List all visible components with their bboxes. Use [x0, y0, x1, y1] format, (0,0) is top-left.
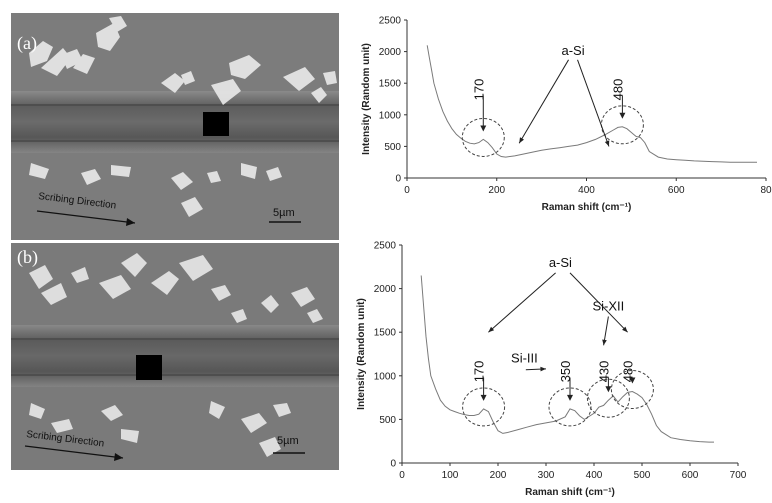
- peak-label-350: 350: [558, 361, 573, 383]
- pointer-arrowhead: [622, 326, 628, 333]
- x-tick-label: 200: [490, 470, 507, 481]
- peak-circle: [600, 105, 644, 145]
- x-tick-label: 400: [586, 470, 603, 481]
- peak-label-480: 480: [610, 79, 625, 101]
- annotation-si-iii: Si-III: [511, 351, 538, 366]
- peak-circle: [548, 387, 592, 427]
- sem-image-a-drawing: [11, 13, 339, 240]
- x-tick-label: 400: [578, 185, 595, 196]
- y-tick-label: 0: [395, 174, 401, 185]
- x-tick-label: 0: [404, 185, 410, 196]
- y-tick-label: 1500: [374, 328, 397, 339]
- peak-arrowhead: [619, 112, 626, 119]
- peak-circle: [586, 378, 630, 418]
- y-tick-label: 0: [390, 459, 396, 470]
- peak-arrowhead: [480, 394, 487, 401]
- annotation-a-si: a-Si: [561, 43, 584, 58]
- annotation-a-si: a-Si: [549, 255, 572, 270]
- x-tick-label: 500: [634, 470, 651, 481]
- y-tick-label: 2000: [379, 47, 402, 58]
- y-tick-label: 2500: [379, 16, 402, 27]
- chart-1-group: 0 100 200 300 400 500 600 700 0 500 1000 1500 2000 25…: [356, 241, 747, 499]
- x-axis-title: Raman shift (cm⁻¹): [525, 487, 615, 498]
- pointer-arrow: [525, 368, 547, 371]
- panel-label-b: (b): [17, 247, 38, 267]
- annotation-si-xii: Si-XII: [593, 298, 625, 313]
- x-tick-label: 300: [538, 470, 555, 481]
- scale-bar-label-a: 5µm: [273, 207, 295, 219]
- peak-label-170: 170: [472, 361, 487, 383]
- peak-arrowhead: [567, 394, 573, 401]
- pointer-arrowhead: [488, 326, 495, 333]
- x-tick-label: 0: [399, 470, 405, 481]
- y-tick-label: 500: [384, 142, 401, 153]
- pointer-arrow: [569, 272, 628, 333]
- peak-circle: [462, 387, 506, 427]
- y-tick-label: 1000: [379, 110, 402, 121]
- pointer-arrowhead: [604, 140, 610, 147]
- sem-image-a: (a) Scribing Direction 5µm: [11, 13, 339, 240]
- spectrum-line: [420, 275, 714, 443]
- y-tick-label: 2500: [374, 241, 397, 252]
- y-tick-label: 500: [379, 415, 396, 426]
- y-tick-label: 1000: [374, 371, 397, 382]
- pointer-arrowhead: [519, 137, 525, 144]
- x-tick-label: 200: [488, 185, 505, 196]
- peak-circle: [461, 117, 505, 157]
- panel-label-a: (a): [17, 33, 37, 53]
- x-tick-label: 600: [668, 185, 685, 196]
- sem-image-b-drawing: [11, 243, 339, 470]
- sem-image-b: (b) Scribing Direction 5µm: [11, 243, 339, 470]
- peak-arrowhead: [629, 377, 636, 384]
- pointer-arrow: [603, 316, 609, 346]
- peak-label-480: 480: [620, 361, 635, 383]
- y-tick-label: 2000: [374, 284, 397, 295]
- pointer-arrowhead: [602, 339, 607, 346]
- pointer-arrow: [518, 59, 569, 144]
- x-tick-label: 80: [760, 185, 772, 196]
- peak-label-170: 170: [471, 79, 486, 101]
- y-tick-label: 1500: [379, 79, 402, 90]
- x-tick-label: 100: [442, 470, 459, 481]
- y-axis-title: Intensity (Random unit): [356, 298, 367, 410]
- x-axis-title: Raman shift (cm⁻¹): [542, 202, 632, 213]
- x-tick-label: 600: [682, 470, 699, 481]
- y-axis-title: Intensity (Random unit): [361, 43, 372, 155]
- pointer-arrow: [577, 59, 610, 147]
- pointer-arrow: [488, 272, 556, 333]
- scale-bar-label-b: 5µm: [277, 435, 299, 447]
- x-tick-label: 700: [730, 470, 747, 481]
- spectrum-line: [426, 45, 758, 163]
- pointer-arrowhead: [540, 366, 546, 372]
- peak-arrowhead: [480, 125, 487, 132]
- peak-label-430: 430: [596, 361, 611, 383]
- peak-circle: [610, 369, 654, 409]
- peak-arrowhead: [605, 386, 612, 393]
